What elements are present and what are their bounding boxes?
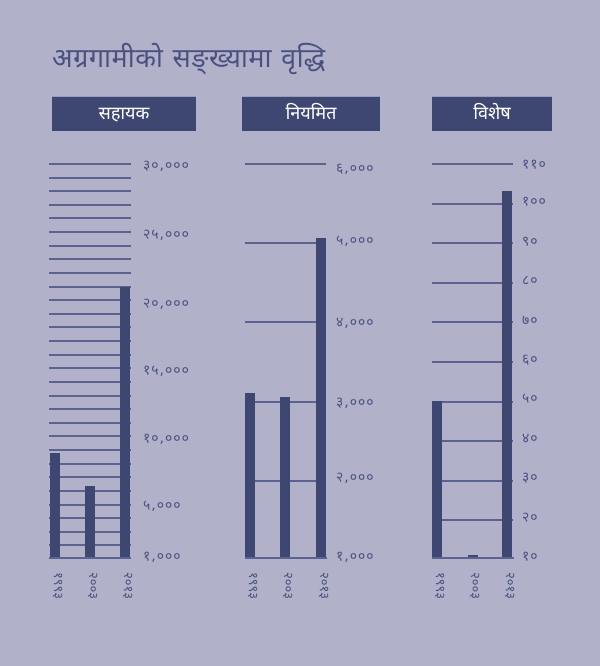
x-label: २०१३ xyxy=(316,572,331,600)
gridline xyxy=(49,463,131,465)
gridline xyxy=(49,381,131,383)
x-label: २००३ xyxy=(467,572,482,600)
baseline xyxy=(432,557,514,559)
gridline xyxy=(49,408,131,410)
y-tick: ४० xyxy=(522,430,539,447)
gridline xyxy=(432,519,513,521)
gridline xyxy=(49,326,131,328)
gridline xyxy=(49,313,131,315)
x-label: २००३ xyxy=(280,572,295,600)
gridline xyxy=(49,422,131,424)
gridline xyxy=(49,177,131,179)
gridline xyxy=(49,217,131,219)
gridline xyxy=(49,231,131,233)
chart-panel-sahayak: सहायक ३०,००० २५,००० २०,००० १५,००० १०,०००… xyxy=(0,0,196,666)
gridline xyxy=(49,354,131,356)
chart-title: अग्रगामीको सङ्ख्यामा वृद्धि xyxy=(52,43,326,74)
bar-1993 xyxy=(50,453,60,558)
y-tick: १,००० xyxy=(336,548,375,565)
bar-2003 xyxy=(85,485,95,558)
gridline xyxy=(245,321,326,323)
y-tick: १,००० xyxy=(143,548,182,565)
panel-header: विशेष xyxy=(432,96,552,131)
y-tick: ८० xyxy=(522,272,539,289)
y-tick: २५,००० xyxy=(143,226,190,243)
y-tick: १०,००० xyxy=(143,430,190,447)
x-label: २०१३ xyxy=(502,572,517,600)
bar-2013 xyxy=(316,238,326,559)
gridline xyxy=(432,361,513,363)
gridline xyxy=(432,242,513,244)
gridline xyxy=(432,440,513,442)
x-label: २००३ xyxy=(85,572,100,600)
y-tick: २० xyxy=(522,509,539,526)
baseline xyxy=(49,557,131,559)
gridline xyxy=(432,401,513,403)
y-tick: ६,००० xyxy=(336,160,375,177)
baseline xyxy=(245,557,327,559)
gridline xyxy=(245,242,326,244)
y-tick: १० xyxy=(522,548,539,565)
y-tick: २,००० xyxy=(336,469,375,486)
y-tick: १०० xyxy=(522,193,547,210)
gridline xyxy=(49,435,131,437)
chart-panel-vishesh: विशेष ११० १०० ९० ८० ७० ६० ५० ४० ३० २० १०… xyxy=(0,0,552,666)
gridline xyxy=(49,190,131,192)
gridline xyxy=(49,286,131,288)
gridline xyxy=(432,203,513,205)
gridline xyxy=(49,272,131,274)
bar-2013 xyxy=(502,190,512,559)
y-tick: ११० xyxy=(522,156,547,173)
bar-1993 xyxy=(432,400,442,559)
gridline xyxy=(49,449,131,451)
y-tick: ३० xyxy=(522,469,539,486)
y-tick: ३,००० xyxy=(336,394,375,411)
chart-panel-niyamit: नियमित ६,००० ५,००० ४,००० ३,००० २,००० १,०… xyxy=(0,0,380,666)
gridline xyxy=(432,321,513,323)
x-label: १९९३ xyxy=(432,572,447,600)
panel-header: सहायक xyxy=(52,96,196,131)
gridline xyxy=(49,395,131,397)
y-tick: ३०,००० xyxy=(143,157,190,174)
gridline xyxy=(49,204,131,206)
y-tick: ७० xyxy=(522,312,539,329)
gridline xyxy=(49,299,131,301)
bar-1993 xyxy=(245,392,255,559)
bar-2013 xyxy=(120,286,130,558)
y-tick: ५० xyxy=(522,390,539,407)
y-tick: १५,००० xyxy=(143,362,190,379)
x-label: १९९३ xyxy=(245,572,260,600)
gridline xyxy=(49,258,131,260)
gridline xyxy=(49,367,131,369)
y-tick: ६० xyxy=(522,351,539,368)
gridline xyxy=(49,340,131,342)
gridline xyxy=(49,163,131,165)
gridline xyxy=(432,480,513,482)
x-label: १९९३ xyxy=(50,572,65,600)
panel-header: नियमित xyxy=(242,96,380,131)
y-tick: ९० xyxy=(522,233,539,250)
gridline xyxy=(49,476,131,478)
gridline xyxy=(49,245,131,247)
x-label: २०१३ xyxy=(120,572,135,600)
y-tick: ५,००० xyxy=(336,232,375,249)
y-tick: ५,००० xyxy=(143,497,182,514)
bar-2003 xyxy=(280,396,290,559)
gridline xyxy=(245,163,326,165)
y-tick: ४,००० xyxy=(336,314,375,331)
y-tick: २०,००० xyxy=(143,295,190,312)
gridline xyxy=(432,282,513,284)
gridline xyxy=(432,163,513,165)
